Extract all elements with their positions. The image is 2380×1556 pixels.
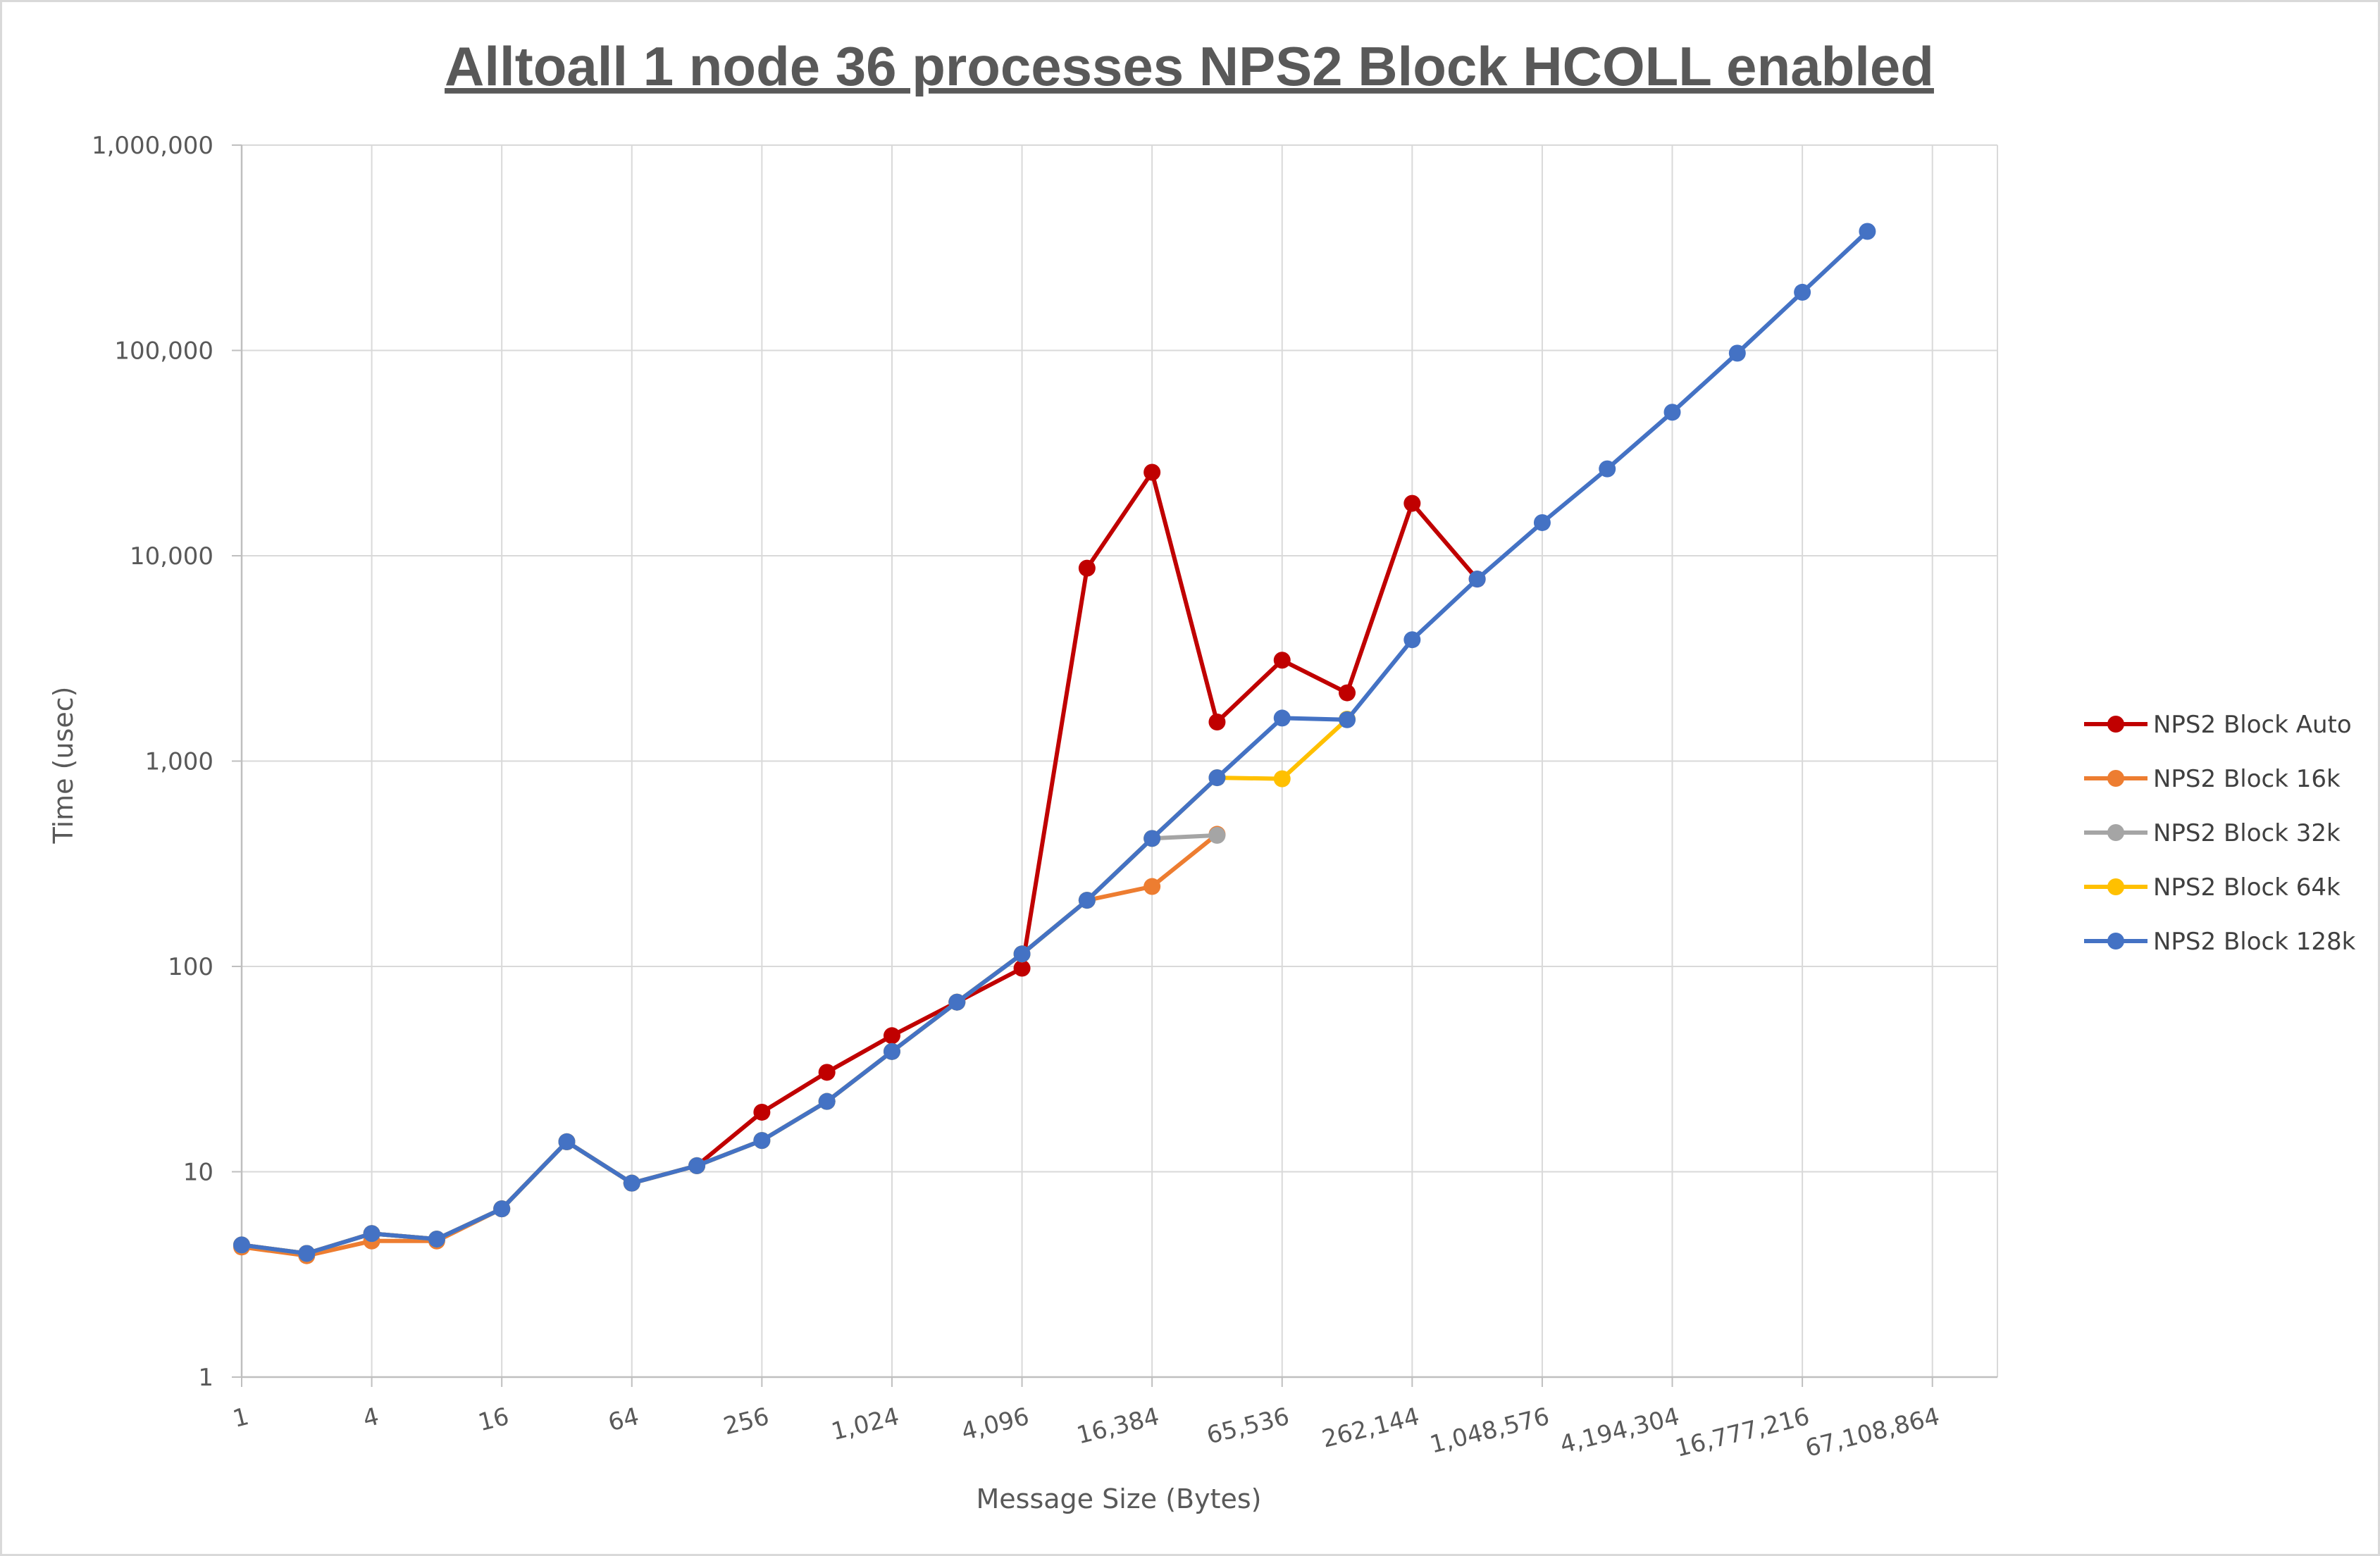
legend-label: NPS2 Block 16k — [2153, 765, 2341, 793]
x-tick-label: 1,048,576 — [1427, 1402, 1553, 1459]
data-point — [1339, 711, 1356, 728]
data-point — [753, 1103, 771, 1121]
x-axis-label: Message Size (Bytes) — [977, 1483, 1262, 1514]
data-point — [1859, 223, 1876, 240]
data-point — [1013, 959, 1031, 977]
data-point — [948, 993, 966, 1011]
legend-swatch-marker — [2107, 716, 2124, 733]
x-tick-label: 16 — [476, 1402, 512, 1437]
legend: NPS2 Block Auto NPS2 Block 16k NPS2 Block … — [2084, 711, 2356, 956]
x-tick-label: 16,777,216 — [1673, 1402, 1813, 1463]
x-tick-label: 262,144 — [1319, 1402, 1422, 1454]
data-point — [1013, 945, 1031, 963]
x-tick-labels: 1 4 16 64 256 1,024 4,096 16,384 65,536 262,144 1,… — [230, 1402, 1942, 1463]
data-point — [1273, 709, 1291, 727]
series-4 — [233, 710, 1356, 1262]
legend-label: NPS2 Block 32k — [2153, 819, 2341, 847]
x-tick-label: 4 — [360, 1402, 382, 1433]
series-3 — [233, 826, 1226, 1262]
legend-label: NPS2 Block 64k — [2153, 873, 2341, 902]
grid-lines — [241, 144, 1998, 1378]
legend-swatch-marker — [2107, 770, 2124, 787]
axes — [232, 144, 1997, 1387]
data-point — [1403, 494, 1421, 512]
data-point — [1403, 631, 1421, 649]
data-point — [1273, 652, 1291, 669]
data-point — [428, 1231, 445, 1248]
series-2 — [233, 826, 1226, 1264]
series-lines — [233, 223, 1876, 1264]
data-point — [1078, 892, 1096, 909]
x-tick-label: 64 — [605, 1402, 642, 1437]
legend-label: NPS2 Block 128k — [2153, 928, 2356, 956]
data-point — [1273, 770, 1291, 788]
y-tick-label: 100 — [168, 953, 213, 981]
y-tick-label: 100,000 — [114, 337, 213, 366]
legend-item: NPS2 Block Auto — [2084, 711, 2352, 739]
data-point — [363, 1225, 380, 1243]
data-point — [818, 1064, 836, 1081]
series-line — [240, 717, 1349, 1256]
legend-item: NPS2 Block 32k — [2084, 819, 2341, 847]
legend-item: NPS2 Block 128k — [2084, 928, 2356, 956]
x-tick-label: 65,536 — [1204, 1402, 1292, 1450]
data-point — [688, 1157, 706, 1174]
y-tick-label: 1,000 — [145, 748, 213, 776]
data-point — [1468, 571, 1486, 588]
y-tick-label: 1 — [198, 1364, 213, 1392]
data-point — [1339, 684, 1356, 702]
data-point — [623, 1174, 640, 1192]
legend-item: NPS2 Block 64k — [2084, 873, 2341, 902]
data-point — [1208, 714, 1226, 731]
x-tick-label: 4,096 — [959, 1402, 1032, 1446]
y-tick-label: 1,000,000 — [92, 132, 213, 160]
data-point — [883, 1042, 900, 1060]
data-point — [1663, 404, 1681, 421]
series-line — [240, 832, 1220, 1258]
data-point — [1143, 830, 1161, 847]
x-tick-label: 256 — [721, 1402, 772, 1441]
series-line — [240, 470, 1480, 1256]
data-point — [558, 1133, 576, 1150]
data-point — [298, 1245, 316, 1262]
data-point — [1208, 826, 1226, 844]
series-1 — [233, 463, 1486, 1262]
x-tick-label: 16,384 — [1074, 1402, 1162, 1450]
y-tick-label: 10,000 — [130, 542, 213, 571]
data-point — [753, 1132, 771, 1150]
series-line — [240, 833, 1220, 1256]
series-5 — [233, 223, 1876, 1262]
legend-swatch-marker — [2107, 933, 2124, 950]
x-tick-label: 1,024 — [829, 1402, 902, 1446]
x-tick-label: 4,194,304 — [1557, 1402, 1682, 1459]
data-point — [1208, 769, 1226, 787]
data-point — [1728, 344, 1746, 362]
data-point — [1143, 878, 1161, 895]
data-point — [1794, 283, 1811, 301]
chart-title: Alltoall 1 node 36 processes NPS2 Block … — [445, 35, 1934, 97]
y-axis-label: Time (usec) — [48, 687, 79, 845]
data-point — [818, 1093, 836, 1110]
legend-swatch-marker — [2107, 824, 2124, 841]
data-point — [1078, 559, 1096, 577]
legend-item: NPS2 Block 16k — [2084, 765, 2341, 793]
y-tick-label: 10 — [183, 1159, 213, 1187]
series-line — [240, 229, 1870, 1256]
data-point — [233, 1236, 250, 1254]
data-point — [883, 1027, 900, 1045]
data-point — [1599, 460, 1616, 478]
data-point — [493, 1200, 511, 1218]
data-point — [1533, 514, 1551, 531]
data-point — [1143, 463, 1161, 481]
x-tick-label: 1 — [230, 1402, 252, 1433]
legend-label: NPS2 Block Auto — [2153, 711, 2352, 739]
y-tick-labels: 1 10 100 1,000 10,000 100,000 1,000,000 — [92, 132, 213, 1392]
legend-swatch-marker — [2107, 878, 2124, 895]
x-tick-label: 67,108,864 — [1802, 1402, 1942, 1463]
